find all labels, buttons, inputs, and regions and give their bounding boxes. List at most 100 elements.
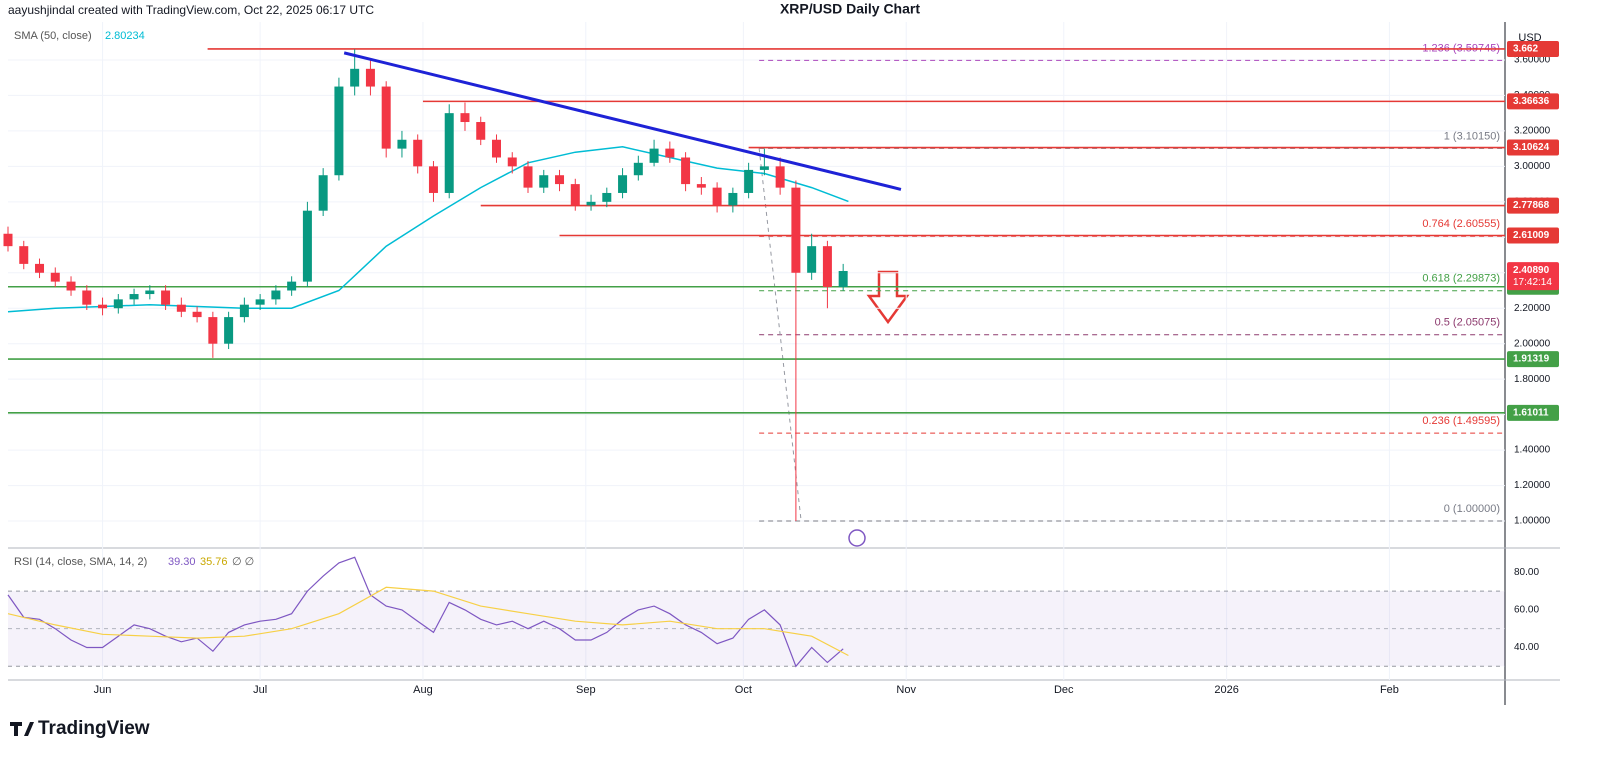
candle-body bbox=[491, 139, 501, 158]
candle-body bbox=[444, 113, 454, 193]
candle-body bbox=[50, 272, 60, 282]
rsi-value: 39.30 bbox=[168, 556, 196, 568]
y-tick-label: 3.60000 bbox=[1514, 55, 1551, 66]
candle-body bbox=[649, 148, 659, 163]
candle-body bbox=[555, 175, 565, 185]
candle-body bbox=[255, 299, 265, 305]
candle-body bbox=[129, 294, 139, 300]
candle-body bbox=[287, 281, 297, 291]
candle-body bbox=[224, 317, 234, 344]
candle-body bbox=[145, 290, 155, 295]
chart-title: XRP/USD Daily Chart bbox=[780, 1, 920, 17]
fib-label: 0.236 (1.49595) bbox=[1422, 415, 1500, 427]
rsi-sma-value: 35.76 bbox=[200, 556, 228, 568]
level-label: 1.91319 bbox=[1513, 354, 1550, 365]
candle-body bbox=[413, 139, 423, 167]
x-tick-label: Oct bbox=[735, 684, 752, 696]
down-arrow bbox=[866, 270, 910, 325]
level-tag bbox=[1507, 139, 1559, 156]
candle-body bbox=[507, 157, 517, 167]
rsi-extra: ∅ ∅ bbox=[232, 556, 254, 568]
candle-body bbox=[696, 184, 706, 188]
candle-body bbox=[712, 187, 722, 206]
y-tick-label: 1.00000 bbox=[1514, 516, 1551, 527]
candle-body bbox=[539, 175, 549, 188]
candle-body bbox=[586, 201, 596, 206]
candle-body bbox=[728, 192, 738, 206]
candle-body bbox=[791, 187, 801, 273]
x-tick-label: 2026 bbox=[1214, 684, 1238, 696]
y-tick-label: 40.00 bbox=[1514, 642, 1539, 653]
sma-value: 2.80234 bbox=[105, 30, 145, 42]
candle-body bbox=[302, 210, 312, 282]
price-tag bbox=[1507, 262, 1559, 291]
level-label: 1.61011 bbox=[1513, 407, 1549, 418]
level-tag bbox=[1507, 227, 1559, 244]
candle-body bbox=[239, 304, 249, 318]
level-tag bbox=[1507, 40, 1559, 57]
level-label: 3.662 bbox=[1513, 44, 1538, 55]
currency: USD bbox=[1518, 32, 1541, 44]
candle-body bbox=[192, 311, 202, 318]
x-tick-label: Dec bbox=[1054, 684, 1074, 696]
y-tick-label: 2.00000 bbox=[1514, 338, 1551, 349]
candle-body bbox=[570, 184, 580, 206]
candle-body bbox=[681, 157, 691, 185]
level-tag bbox=[1507, 404, 1559, 421]
sma-name: SMA (50, close) bbox=[14, 30, 92, 42]
level-tag bbox=[1507, 197, 1559, 214]
candle-body bbox=[602, 192, 612, 202]
level-label: 3.10624 bbox=[1513, 142, 1550, 153]
candle-body bbox=[775, 166, 785, 188]
marker-icon bbox=[848, 529, 866, 547]
level-label: 2.61009 bbox=[1513, 230, 1550, 241]
candle-body bbox=[365, 68, 375, 87]
countdown: 17:42:14 bbox=[1513, 277, 1552, 288]
candle-body bbox=[19, 246, 29, 264]
candle-body bbox=[807, 246, 817, 273]
x-tick-label: Feb bbox=[1380, 684, 1399, 696]
x-tick-label: Nov bbox=[896, 684, 916, 696]
candle-body bbox=[161, 290, 171, 305]
candle-body bbox=[381, 86, 391, 149]
level-label: 3.36636 bbox=[1513, 96, 1550, 107]
candle-body bbox=[66, 281, 76, 291]
y-tick-label: 1.20000 bbox=[1514, 480, 1551, 491]
logo: TradingView bbox=[10, 718, 150, 739]
fib-label: 0.764 (2.60555) bbox=[1422, 218, 1500, 230]
x-tick-label: Jun bbox=[94, 684, 112, 696]
rsi-name: RSI (14, close, SMA, 14, 2) bbox=[14, 556, 147, 568]
brand: TradingView bbox=[38, 718, 150, 739]
logo-mark bbox=[10, 722, 34, 736]
y-tick-label: 60.00 bbox=[1514, 605, 1539, 616]
candle-body bbox=[113, 299, 123, 309]
candle-body bbox=[208, 317, 218, 344]
fib-label: 0.5 (2.05075) bbox=[1435, 317, 1500, 329]
fib-anchor bbox=[758, 148, 802, 522]
candle-body bbox=[618, 175, 628, 193]
candle-body bbox=[334, 86, 344, 176]
price-label: 2.40890 bbox=[1513, 265, 1550, 276]
sma-line bbox=[7, 146, 849, 313]
rsi-line bbox=[7, 586, 849, 657]
fib-label: 0.618 (2.29873) bbox=[1422, 273, 1500, 285]
candle-body bbox=[397, 139, 407, 149]
fib-label: 0 (1.00000) bbox=[1444, 503, 1500, 515]
x-tick-label: Sep bbox=[576, 684, 596, 696]
level-label: 2.77868 bbox=[1513, 200, 1550, 211]
y-tick-label: 1.40000 bbox=[1514, 445, 1551, 456]
candle-body bbox=[98, 304, 108, 309]
candle-body bbox=[523, 166, 533, 188]
candle-body bbox=[3, 233, 13, 247]
y-tick-label: 3.20000 bbox=[1514, 126, 1551, 137]
y-tick-label: 2.20000 bbox=[1514, 303, 1551, 314]
candle-body bbox=[476, 122, 486, 140]
candle-body bbox=[428, 166, 438, 193]
candle-body bbox=[744, 169, 754, 193]
candle-body bbox=[35, 263, 45, 273]
candle-body bbox=[350, 68, 360, 87]
candle-body bbox=[838, 270, 848, 287]
